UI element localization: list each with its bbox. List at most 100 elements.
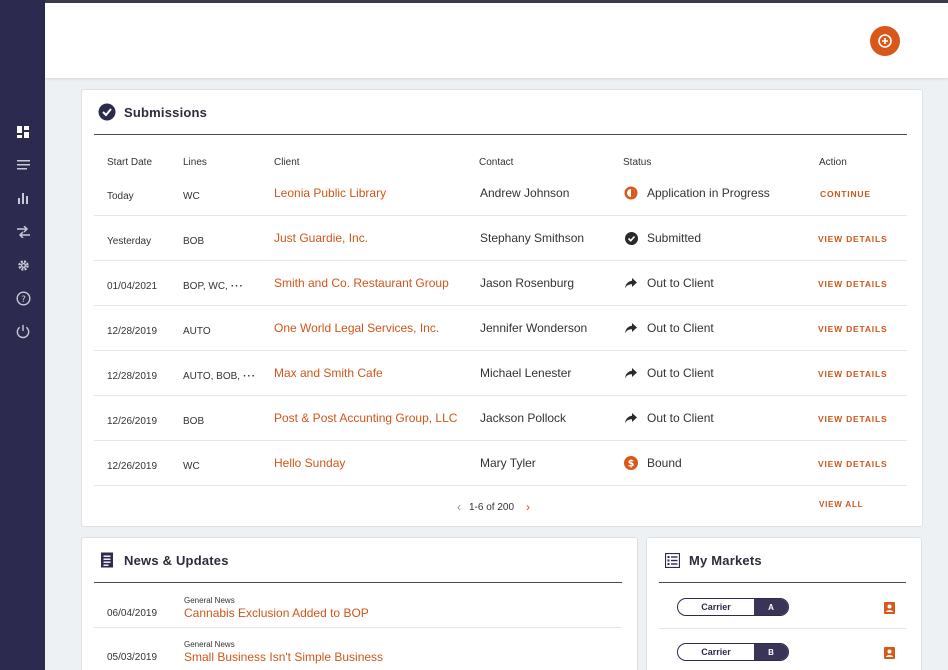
view-details-button[interactable]: VIEW DETAILS xyxy=(818,414,888,424)
share-arrow-icon xyxy=(624,411,638,425)
news-title: News & Updates xyxy=(124,552,229,568)
view-details-button[interactable]: VIEW DETAILS xyxy=(818,279,888,289)
table-row: Today WC Leonia Public Library Andrew Johns… xyxy=(94,171,907,216)
help-icon[interactable]: ? xyxy=(15,290,31,306)
lines-value: WC xyxy=(183,191,200,202)
status: Submitted xyxy=(624,231,701,245)
client-link[interactable]: Hello Sunday xyxy=(274,456,346,470)
carrier-key: B xyxy=(754,644,788,660)
market-item: Carrier A xyxy=(659,584,906,629)
table-row: 01/04/2021 BOP, WC, ··· Smith and Co. Resta… xyxy=(94,261,907,306)
submissions-card: Submissions Start Date Lines Client Cont… xyxy=(81,89,923,527)
column-header-action: Action xyxy=(819,157,847,168)
check-circle-icon xyxy=(624,231,638,245)
news-header: News & Updates xyxy=(94,538,622,583)
lines: BOP, WC, ··· xyxy=(183,281,244,292)
contact-name: Michael Lenester xyxy=(480,366,572,380)
carrier-label: Carrier xyxy=(701,602,731,612)
client-link[interactable]: Just Guardie, Inc. xyxy=(274,231,369,245)
column-header-status: Status xyxy=(623,157,652,168)
client-link[interactable]: Post & Post Accunting Group, LLC xyxy=(274,411,458,425)
share-arrow-icon xyxy=(624,321,638,335)
status-label: Out to Client xyxy=(647,276,714,290)
status-label: Out to Client xyxy=(647,366,714,380)
list-icon xyxy=(663,551,681,569)
news-date: 06/04/2019 xyxy=(107,608,158,619)
markets-title: My Markets xyxy=(689,552,762,568)
status: Out to Client xyxy=(624,276,714,290)
column-header-start-date: Start Date xyxy=(107,157,153,168)
status-label: Application in Progress xyxy=(647,186,770,200)
status: Out to Client xyxy=(624,321,714,335)
sidebar: ? xyxy=(0,0,45,670)
more-lines-icon[interactable]: ··· xyxy=(243,371,257,382)
status-label: Submitted xyxy=(647,231,702,245)
contact-name: Jason Rosenburg xyxy=(480,276,575,290)
markets-header: My Markets xyxy=(659,538,906,583)
table-row: 12/28/2019 AUTO, BOB, ··· Max and Smith Caf… xyxy=(94,351,907,396)
start-date: Today xyxy=(107,191,134,202)
lines-value: BOB xyxy=(183,236,205,247)
status-label: Out to Client xyxy=(647,411,714,425)
power-icon[interactable] xyxy=(15,323,31,339)
svg-text:$: $ xyxy=(628,459,635,470)
lines-value: WC xyxy=(183,461,200,472)
lines-value: AUTO xyxy=(183,326,211,337)
carrier-pill[interactable]: Carrier B xyxy=(677,643,789,661)
share-arrow-icon xyxy=(624,276,638,290)
pagination: ‹ 1-6 of 200 › xyxy=(457,500,530,514)
pagination-label: 1-6 of 200 xyxy=(469,501,515,513)
add-button[interactable] xyxy=(870,26,900,56)
contact-card-icon[interactable] xyxy=(884,646,895,659)
swap-icon[interactable] xyxy=(15,224,31,240)
document-icon xyxy=(98,551,116,569)
table-row: 12/26/2019 BOB Post & Post Accunting Group… xyxy=(94,396,907,441)
lines: AUTO, BOB, ··· xyxy=(183,371,256,382)
dollar-icon: $ xyxy=(624,456,638,470)
news-item[interactable]: 06/04/2019 General News Cannabis Exclusion… xyxy=(94,584,622,628)
lines-value: BOP, WC, xyxy=(183,281,228,292)
start-date: 12/26/2019 xyxy=(107,461,158,472)
contact-name: Jennifer Wonderson xyxy=(480,321,588,335)
client-link[interactable]: One World Legal Services, Inc. xyxy=(274,321,440,335)
check-circle-icon xyxy=(98,103,116,121)
chevron-left-icon[interactable]: ‹ xyxy=(457,500,461,514)
market-item: Carrier B xyxy=(659,629,906,670)
view-details-button[interactable]: VIEW DETAILS xyxy=(818,459,888,469)
status: Out to Client xyxy=(624,411,714,425)
more-lines-icon[interactable]: ··· xyxy=(230,281,244,292)
share-arrow-icon xyxy=(624,366,638,380)
carrier-key: A xyxy=(754,599,788,615)
news-item[interactable]: 05/03/2019 General News Small Business Isn… xyxy=(94,628,622,670)
submissions-header: Submissions xyxy=(94,90,907,135)
news-date: 05/03/2019 xyxy=(107,652,158,663)
submissions-title: Submissions xyxy=(124,104,208,120)
contact-name: Andrew Johnson xyxy=(480,186,570,200)
status: Application in Progress xyxy=(624,186,770,200)
table-row: 12/26/2019 WC Hello Sunday Mary Tyler $ Bound… xyxy=(94,441,907,486)
news-headline-link[interactable]: Cannabis Exclusion Added to BOP xyxy=(184,606,369,620)
bar-chart-icon[interactable] xyxy=(15,190,31,206)
client-link[interactable]: Leonia Public Library xyxy=(274,186,387,200)
lines: BOB xyxy=(183,416,204,427)
chevron-right-icon[interactable]: › xyxy=(526,500,531,514)
lines: BOB xyxy=(183,236,204,247)
view-details-button[interactable]: VIEW DETAILS xyxy=(818,234,888,244)
contact-card-icon[interactable] xyxy=(884,601,895,614)
carrier-pill[interactable]: Carrier A xyxy=(677,598,789,616)
client-link[interactable]: Smith and Co. Restaurant Group xyxy=(274,276,449,290)
lines-value: BOB xyxy=(183,416,205,427)
column-header-lines: Lines xyxy=(183,157,207,168)
continue-button[interactable]: CONTINUE xyxy=(820,189,871,199)
news-headline-link[interactable]: Small Business Isn't Simple Business xyxy=(184,650,384,664)
gear-icon[interactable] xyxy=(15,257,31,273)
column-header-contact: Contact xyxy=(479,157,514,168)
view-details-button[interactable]: VIEW DETAILS xyxy=(818,324,888,334)
lines: WC xyxy=(183,461,200,472)
view-details-button[interactable]: VIEW DETAILS xyxy=(818,369,888,379)
client-link[interactable]: Max and Smith Cafe xyxy=(274,366,383,380)
status-label: Bound xyxy=(647,456,682,470)
dashboard-icon[interactable] xyxy=(15,124,31,140)
list-icon[interactable] xyxy=(15,157,31,173)
view-all-link[interactable]: VIEW ALL xyxy=(819,500,864,509)
